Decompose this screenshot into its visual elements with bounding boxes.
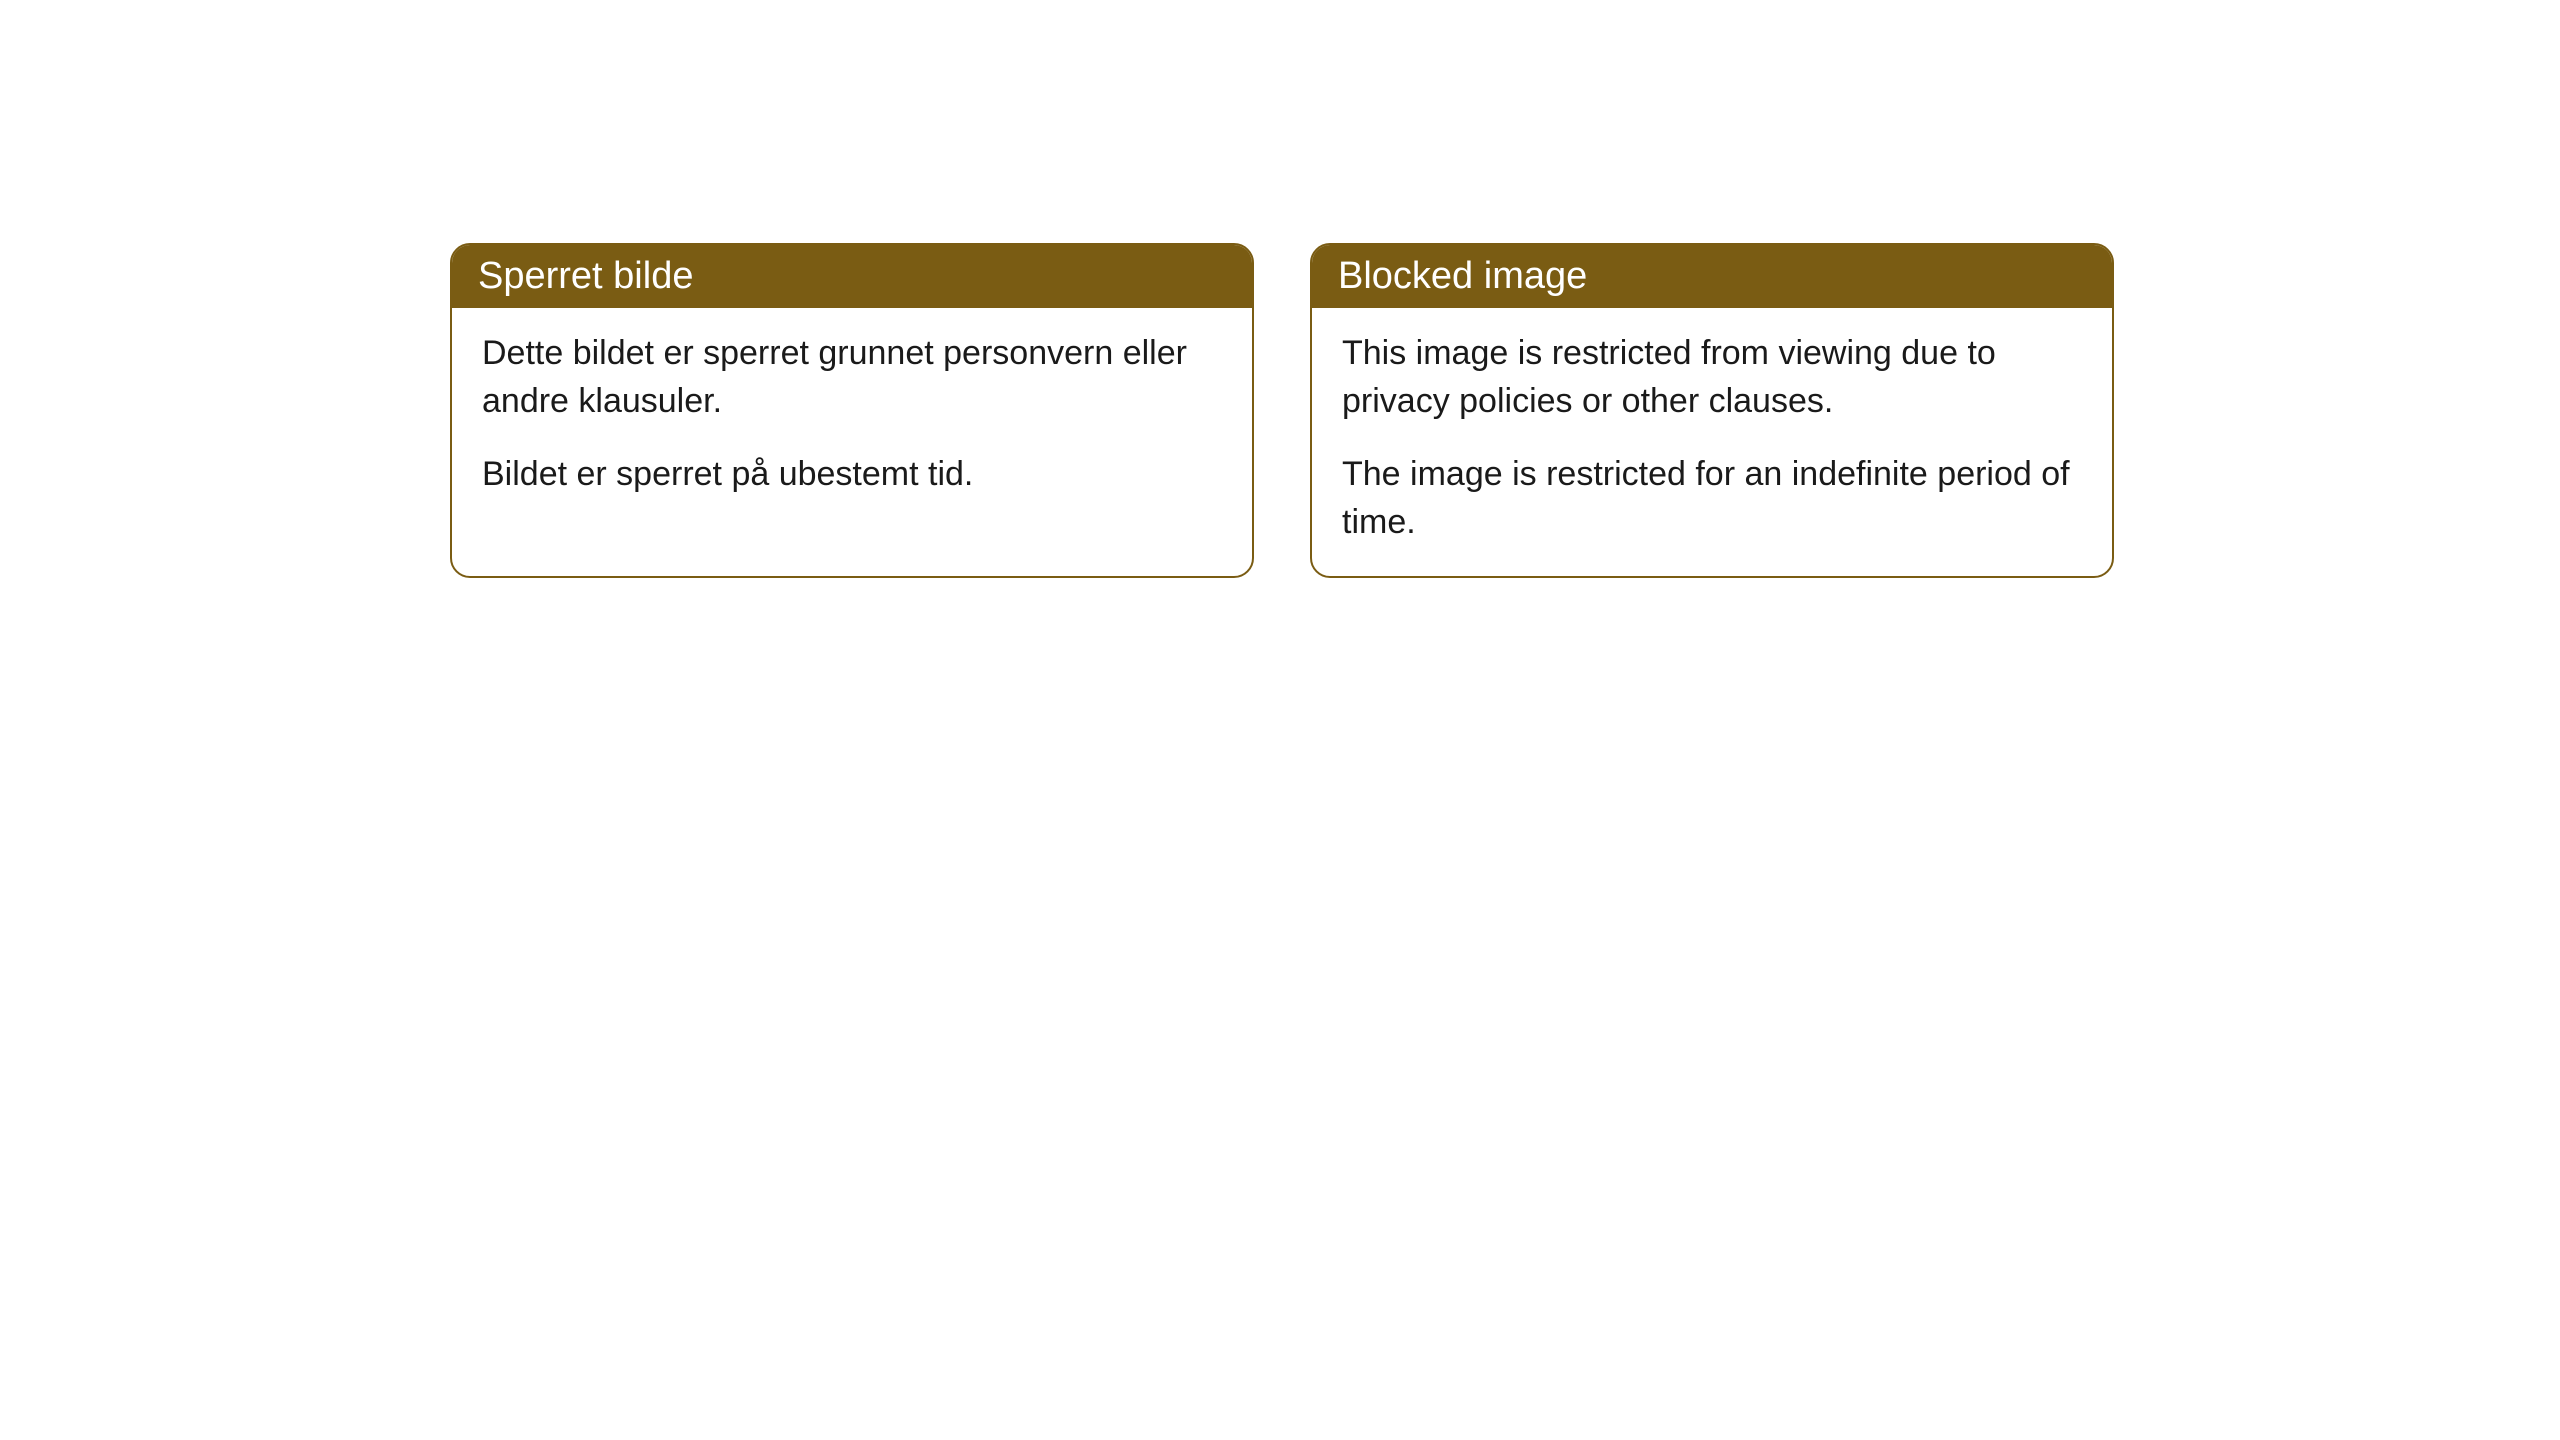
notice-text-english-1: This image is restricted from viewing du… [1342, 330, 2082, 425]
notice-text-norwegian-2: Bildet er sperret på ubestemt tid. [482, 451, 1222, 499]
notice-body-norwegian: Dette bildet er sperret grunnet personve… [452, 308, 1252, 529]
notice-body-english: This image is restricted from viewing du… [1312, 308, 2112, 576]
notice-text-english-2: The image is restricted for an indefinit… [1342, 451, 2082, 546]
notice-text-norwegian-1: Dette bildet er sperret grunnet personve… [482, 330, 1222, 425]
notice-card-english: Blocked image This image is restricted f… [1310, 243, 2114, 578]
notice-header-english: Blocked image [1312, 245, 2112, 308]
notice-card-norwegian: Sperret bilde Dette bildet er sperret gr… [450, 243, 1254, 578]
notice-container: Sperret bilde Dette bildet er sperret gr… [450, 243, 2114, 578]
notice-header-norwegian: Sperret bilde [452, 245, 1252, 308]
